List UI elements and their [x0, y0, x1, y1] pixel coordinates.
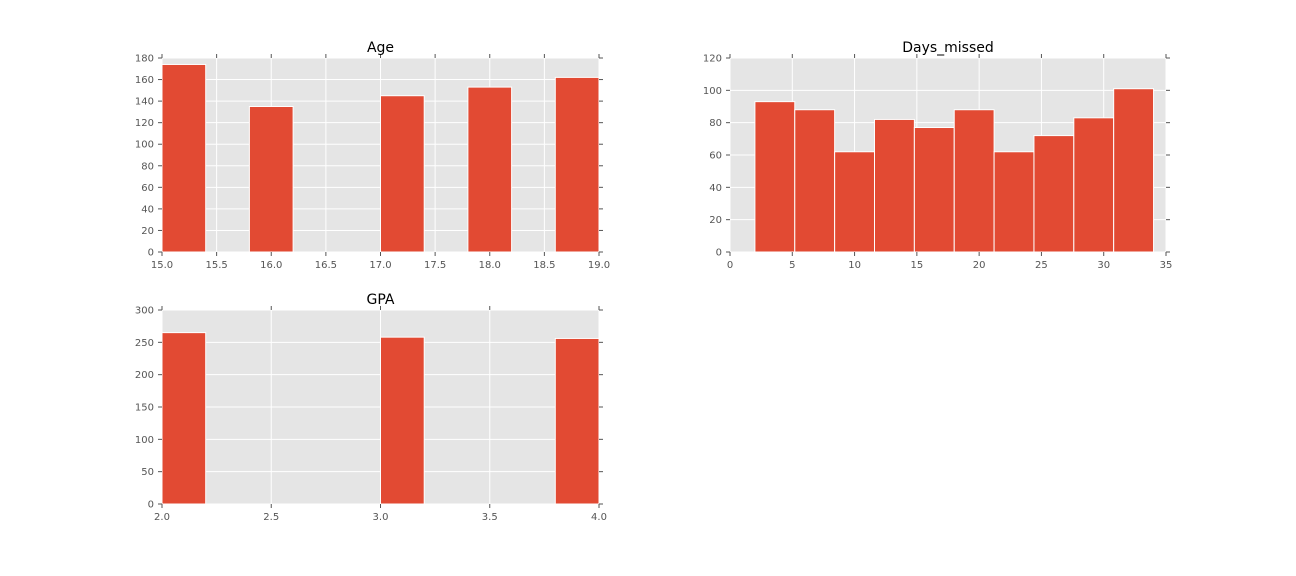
- x-tick-label: 2.0: [154, 512, 170, 523]
- y-tick-label: 0: [148, 500, 154, 511]
- y-tick-label: 250: [135, 338, 154, 349]
- x-tick-label: 19.0: [588, 260, 610, 271]
- x-tick-label: 20: [973, 260, 986, 271]
- histogram-bar: [248, 106, 294, 253]
- histogram-bar: [380, 95, 425, 253]
- histogram-bar: [794, 109, 836, 253]
- y-tick-label: 40: [141, 204, 154, 215]
- x-tick-label: 25: [1035, 260, 1048, 271]
- days-missed-histogram: 0 5 10 15 20 25 30 35 0 20 40 60 80 100 120 Days_missed: [703, 40, 1172, 271]
- histogram-bar: [993, 151, 1035, 253]
- y-tick-label: 0: [716, 248, 722, 259]
- y-tick-label: 120: [135, 118, 154, 129]
- histogram-bar: [1073, 117, 1115, 253]
- histogram-bar: [554, 76, 600, 253]
- chart-title: Days_missed: [902, 40, 994, 56]
- y-tick-label: 20: [709, 215, 722, 226]
- x-tick-label: 10: [848, 260, 861, 271]
- y-tick-label: 120: [703, 54, 722, 65]
- y-tick-label: 60: [141, 183, 154, 194]
- y-tick-label: 100: [135, 435, 154, 446]
- chart-title: GPA: [367, 292, 395, 308]
- x-tick-label: 15: [910, 260, 923, 271]
- y-tick-label: 140: [135, 97, 154, 108]
- x-tick-label: 17.5: [424, 260, 446, 271]
- histogram-bar: [754, 101, 796, 253]
- y-tick-label: 100: [135, 140, 154, 151]
- x-tick-label: 35: [1160, 260, 1173, 271]
- x-tick-label: 17.0: [369, 260, 391, 271]
- x-tick-label: 16.0: [260, 260, 282, 271]
- chart-title: Age: [367, 40, 394, 56]
- y-tick-label: 40: [709, 183, 722, 194]
- y-tick-label: 100: [703, 86, 722, 97]
- x-tick-label: 16.5: [315, 260, 337, 271]
- y-tick-label: 0: [148, 248, 154, 259]
- x-tick-label: 4.0: [591, 512, 607, 523]
- x-tick-label: 5: [789, 260, 795, 271]
- x-tick-label: 18.0: [479, 260, 501, 271]
- y-tick-label: 200: [135, 370, 154, 381]
- histogram-bar: [554, 337, 600, 505]
- histogram-bar: [953, 109, 995, 253]
- histogram-bar: [467, 86, 513, 253]
- x-tick-label: 30: [1097, 260, 1110, 271]
- histogram-bar: [834, 151, 876, 253]
- y-tick-label: 50: [141, 467, 154, 478]
- y-tick-label: 300: [135, 306, 154, 317]
- x-tick-label: 15.5: [205, 260, 227, 271]
- x-tick-label: 18.5: [533, 260, 555, 271]
- x-tick-label: 2.5: [263, 512, 279, 523]
- histogram-bar: [874, 118, 915, 253]
- y-tick-label: 150: [135, 403, 154, 414]
- y-tick-label: 160: [135, 75, 154, 86]
- histogram-bar: [1113, 88, 1155, 253]
- x-tick-label: 3.0: [373, 512, 389, 523]
- gpa-histogram: 2.0 2.5 3.0 3.5 4.0 0 50 100 150 200 250 300 GPA: [135, 292, 607, 523]
- y-tick-label: 20: [141, 226, 154, 237]
- histogram-bar: [161, 63, 207, 253]
- histogram-bar: [1033, 135, 1075, 253]
- histogram-bar: [161, 332, 207, 505]
- y-tick-label: 180: [135, 54, 154, 65]
- histogram-bar: [380, 336, 425, 505]
- x-tick-label: 3.5: [482, 512, 498, 523]
- y-tick-label: 60: [709, 151, 722, 162]
- y-tick-label: 80: [141, 161, 154, 172]
- x-tick-label: 0: [727, 260, 733, 271]
- y-tick-label: 80: [709, 118, 722, 129]
- age-histogram: 15.0 15.5 16.0 16.5 17.0 17.5 18.0 18.5 19.0 0 20 4…: [135, 40, 610, 271]
- histogram-bar: [913, 127, 955, 253]
- x-tick-label: 15.0: [151, 260, 173, 271]
